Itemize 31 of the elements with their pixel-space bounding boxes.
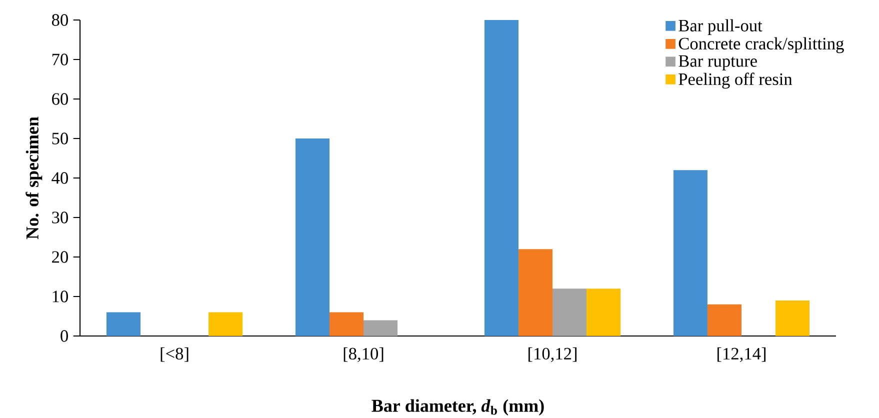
- y-tick-label: 20: [52, 251, 68, 263]
- bar: [484, 20, 518, 336]
- bar: [329, 312, 364, 336]
- x-tick-label: [8,10]: [344, 347, 384, 362]
- bar: [707, 304, 742, 336]
- bar: [586, 288, 621, 336]
- y-tick-label: 60: [52, 93, 68, 105]
- y-tick-label: 40: [52, 172, 68, 184]
- bar: [673, 170, 708, 336]
- y-axis-title: No. of specimen: [26, 116, 42, 240]
- x-tick-label: [10,12]: [528, 347, 576, 362]
- bar: [552, 288, 587, 336]
- y-tick-label: 0: [60, 330, 68, 342]
- y-tick-label: 30: [52, 212, 68, 224]
- bar: [106, 312, 140, 336]
- legend-label: Peeling off resin: [678, 72, 792, 89]
- y-tick-label: 70: [52, 54, 68, 66]
- y-tick-label: 10: [52, 290, 68, 302]
- legend-label: Concrete crack/splitting: [678, 37, 844, 54]
- legend-label: Bar rupture: [678, 55, 757, 70]
- y-tick-label: 80: [52, 14, 68, 26]
- y-tick-label: 50: [52, 132, 68, 144]
- bar: [295, 138, 330, 336]
- bar: [364, 320, 398, 336]
- bar: [208, 312, 243, 336]
- bar: [776, 300, 810, 336]
- x-tick-label: [12,14]: [718, 347, 766, 362]
- x-tick-label: [<8]: [160, 347, 188, 362]
- legend-label: Bar pull-out: [678, 19, 762, 35]
- x-axis-title: Bar diameter, d$_{b}$ (mm): [372, 399, 544, 416]
- bar: [518, 249, 552, 336]
